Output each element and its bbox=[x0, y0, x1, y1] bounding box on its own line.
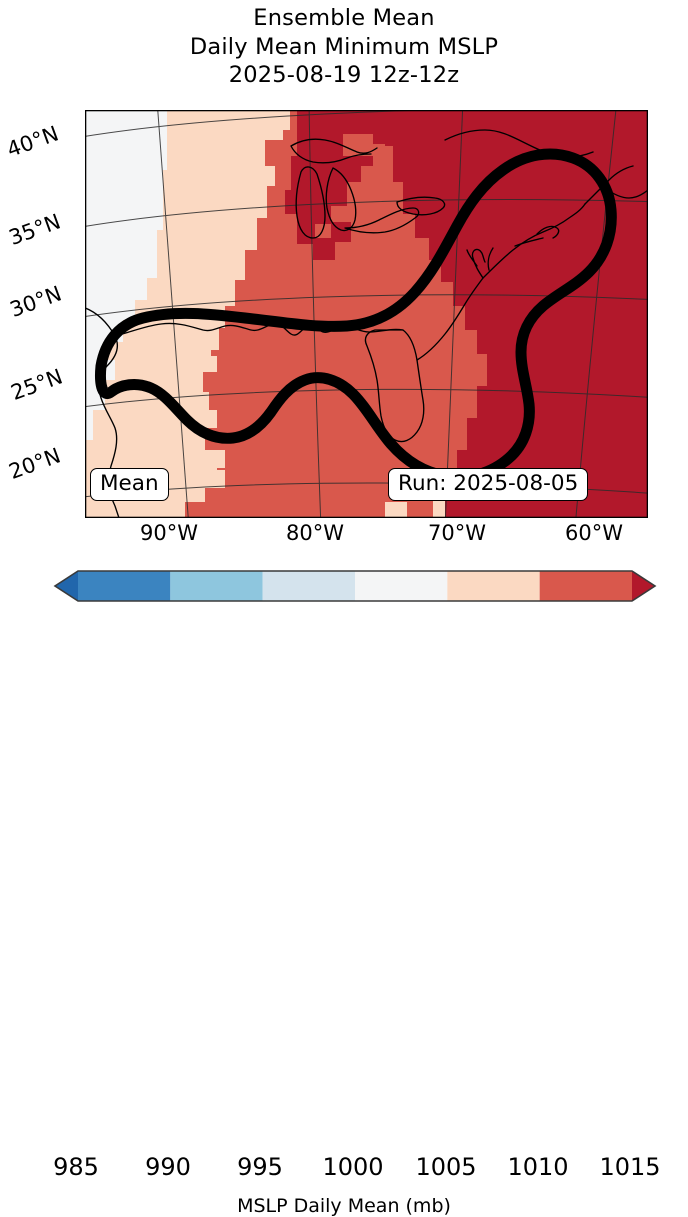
colorbar-outline bbox=[53, 570, 657, 602]
fill-red-cell bbox=[265, 140, 291, 166]
coastline-northeast bbox=[482, 203, 586, 279]
colorbar-panel[interactable]: 985 990 995 1000 1005 1010 1015 MSLP Dai… bbox=[0, 555, 688, 1217]
fill-speckle-cell bbox=[209, 450, 225, 468]
mean-label-box[interactable]: Mean bbox=[90, 468, 169, 501]
colorbar-over-arrow bbox=[632, 571, 655, 601]
title-line-1: Ensemble Mean bbox=[253, 5, 435, 31]
meridian-80W bbox=[308, 110, 322, 518]
parallel-40N bbox=[85, 110, 449, 137]
lake-erie bbox=[344, 207, 420, 234]
lake-michigan bbox=[295, 166, 326, 239]
colorbar-band-990-995 bbox=[170, 571, 263, 601]
run-label-text: Run: 2025-08-05 bbox=[398, 471, 579, 496]
fill-speckle-cell bbox=[203, 356, 217, 372]
fill-darkred-cell bbox=[313, 238, 335, 260]
colorbar-band-985-990 bbox=[78, 571, 171, 601]
meridian-70W bbox=[444, 110, 464, 518]
colorbar-canvas[interactable] bbox=[0, 555, 688, 615]
colorbar-band-995-1000 bbox=[262, 571, 355, 601]
lat-label-40N: 40°N bbox=[3, 121, 62, 162]
colorbar-band-1010-1015 bbox=[539, 571, 632, 601]
lon-label-70W: 70°W bbox=[428, 521, 486, 545]
coastline-chesapeake bbox=[466, 247, 494, 279]
coastline-florida bbox=[364, 329, 425, 443]
highlight-contour-line bbox=[95, 148, 617, 483]
fill-speckle-cell bbox=[385, 502, 407, 518]
colorbar-under-arrow bbox=[55, 571, 78, 601]
map-canvas[interactable] bbox=[85, 110, 648, 518]
lon-label-90W: 90°W bbox=[140, 521, 198, 545]
lat-label-30N: 30°N bbox=[6, 281, 65, 322]
lake-ontario bbox=[396, 196, 446, 216]
title-line-3: 2025-08-19 12z-12z bbox=[228, 62, 460, 88]
lon-label-80W: 80°W bbox=[286, 521, 344, 545]
lat-label-20N: 20°N bbox=[5, 443, 64, 484]
meridian-90W bbox=[157, 110, 189, 518]
lon-label-60W: 60°W bbox=[565, 521, 623, 545]
parallel-25N bbox=[85, 388, 648, 408]
lat-label-25N: 25°N bbox=[7, 364, 66, 405]
run-label-box[interactable]: Run: 2025-08-05 bbox=[388, 468, 589, 501]
colorbar-band-1005-1010 bbox=[447, 571, 540, 601]
map-frame bbox=[85, 110, 648, 518]
mean-label-text: Mean bbox=[100, 471, 159, 496]
page-title: Ensemble Mean Daily Mean Minimum MSLP 20… bbox=[0, 4, 688, 90]
fill-red-cell bbox=[343, 134, 373, 156]
fill-red-cell bbox=[281, 214, 297, 236]
fill-band-over-1015 bbox=[385, 110, 648, 518]
meridian-60W bbox=[575, 110, 617, 518]
coastline-southeast-atlantic bbox=[416, 277, 484, 361]
colorbar-tick-1015: 1015 bbox=[599, 1153, 661, 1181]
colorbar-band-1000-1005 bbox=[355, 571, 448, 601]
colorbar-axis-label: MSLP Daily Mean (mb) bbox=[237, 1195, 451, 1217]
map-panel[interactable]: Mean Run: 2025-08-05 bbox=[85, 110, 648, 518]
title-line-2: Daily Mean Minimum MSLP bbox=[189, 33, 499, 60]
coastline-cape-cod bbox=[514, 225, 560, 247]
fill-speckle-cell bbox=[197, 410, 209, 424]
lake-superior bbox=[290, 138, 378, 164]
lat-label-35N: 35°N bbox=[5, 209, 64, 250]
